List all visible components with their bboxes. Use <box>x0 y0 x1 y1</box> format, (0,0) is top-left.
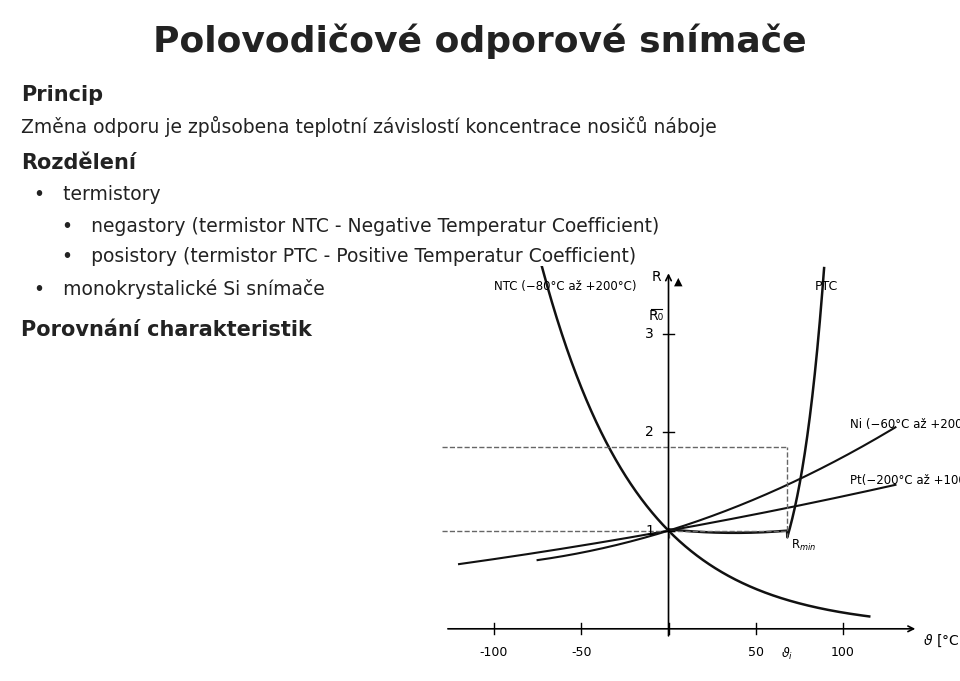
Text: Princip: Princip <box>21 85 104 105</box>
Text: -100: -100 <box>480 646 508 659</box>
Text: $\vartheta_i$: $\vartheta_i$ <box>781 646 793 662</box>
Text: R: R <box>652 270 661 284</box>
Text: NTC (−80°C až +200°C): NTC (−80°C až +200°C) <box>494 280 636 293</box>
Text: •   posistory (termistor PTC - Positive Temperatur Coefficient): • posistory (termistor PTC - Positive Te… <box>62 247 636 266</box>
Text: R₀: R₀ <box>649 309 664 323</box>
Text: R$_{min}$: R$_{min}$ <box>791 538 816 554</box>
Text: 3: 3 <box>645 328 654 341</box>
Text: •   termistory: • termistory <box>34 185 160 204</box>
Text: 100: 100 <box>831 646 855 659</box>
Text: 50: 50 <box>748 646 764 659</box>
Text: Porovnání charakteristik: Porovnání charakteristik <box>21 320 312 340</box>
Text: ▲: ▲ <box>674 276 683 287</box>
Text: •   monokrystalické Si snímače: • monokrystalické Si snímače <box>34 279 324 299</box>
Text: Polovodičové odporové snímače: Polovodičové odporové snímače <box>154 24 806 59</box>
Text: -50: -50 <box>571 646 591 659</box>
Text: $\vartheta$ [°C]: $\vartheta$ [°C] <box>924 633 960 649</box>
Text: Změna odporu je způsobena teplotní závislostí koncentrace nosičů náboje: Změna odporu je způsobena teplotní závis… <box>21 116 717 137</box>
Text: •   negastory (termistor NTC - Negative Temperatur Coefficient): • negastory (termistor NTC - Negative Te… <box>62 217 660 236</box>
Text: Pt(−200°C až +1000°C): Pt(−200°C až +1000°C) <box>850 473 960 486</box>
Text: Rozdělení: Rozdělení <box>21 153 136 173</box>
Text: PTC: PTC <box>815 280 838 293</box>
Text: Ni (−60°C až +200°C): Ni (−60°C až +200°C) <box>850 417 960 430</box>
Text: 1: 1 <box>645 524 654 537</box>
Text: 2: 2 <box>645 426 654 439</box>
